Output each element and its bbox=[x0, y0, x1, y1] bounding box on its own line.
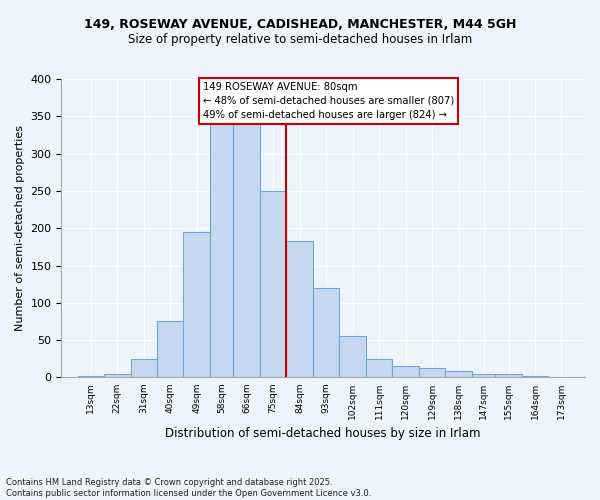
Bar bbox=[392, 366, 419, 378]
Bar bbox=[157, 322, 184, 378]
Bar bbox=[340, 336, 366, 378]
Bar bbox=[286, 241, 313, 378]
Bar bbox=[260, 191, 286, 378]
Bar bbox=[313, 288, 340, 378]
Bar bbox=[522, 376, 548, 378]
Y-axis label: Number of semi-detached properties: Number of semi-detached properties bbox=[15, 125, 25, 331]
Bar bbox=[184, 232, 210, 378]
Bar bbox=[472, 374, 495, 378]
Bar bbox=[131, 359, 157, 378]
Text: Contains HM Land Registry data © Crown copyright and database right 2025.
Contai: Contains HM Land Registry data © Crown c… bbox=[6, 478, 371, 498]
X-axis label: Distribution of semi-detached houses by size in Irlam: Distribution of semi-detached houses by … bbox=[166, 427, 481, 440]
Bar bbox=[495, 374, 522, 378]
Text: Size of property relative to semi-detached houses in Irlam: Size of property relative to semi-detach… bbox=[128, 32, 472, 46]
Bar bbox=[366, 359, 392, 378]
Bar bbox=[77, 376, 104, 378]
Text: 149 ROSEWAY AVENUE: 80sqm
← 48% of semi-detached houses are smaller (807)
49% of: 149 ROSEWAY AVENUE: 80sqm ← 48% of semi-… bbox=[203, 82, 454, 120]
Bar bbox=[445, 372, 472, 378]
Bar bbox=[233, 109, 260, 378]
Text: 149, ROSEWAY AVENUE, CADISHEAD, MANCHESTER, M44 5GH: 149, ROSEWAY AVENUE, CADISHEAD, MANCHEST… bbox=[84, 18, 516, 30]
Bar bbox=[210, 98, 233, 378]
Bar bbox=[419, 368, 445, 378]
Bar bbox=[104, 374, 131, 378]
